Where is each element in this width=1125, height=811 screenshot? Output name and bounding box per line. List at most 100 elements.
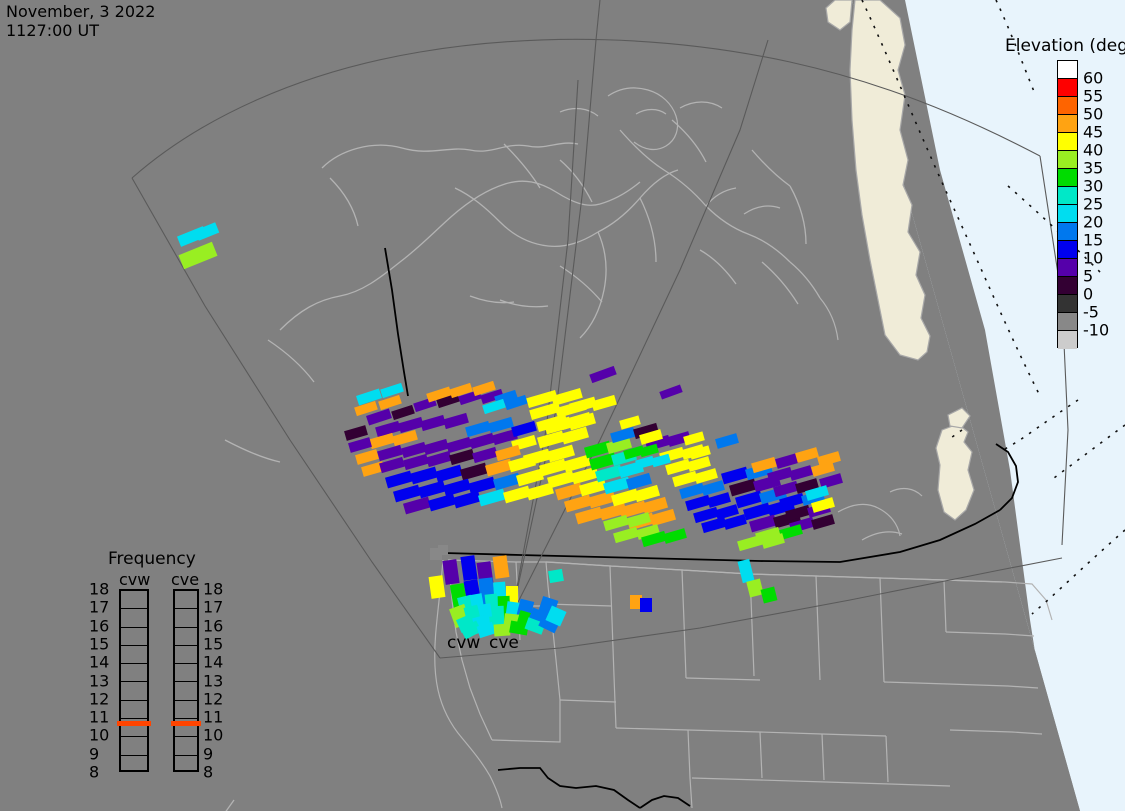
frequency-tick xyxy=(175,646,197,665)
radar-cell xyxy=(194,222,220,241)
colorbar-tick-label: 15 xyxy=(1083,230,1104,250)
frequency-label: 15 xyxy=(203,634,224,654)
frequency-tick xyxy=(175,591,197,610)
radar-cell xyxy=(795,447,819,463)
frequency-scale-cve[interactable] xyxy=(173,589,199,772)
radar-cell xyxy=(420,414,446,432)
frequency-label: 16 xyxy=(89,616,110,636)
frequency-tick xyxy=(121,682,147,701)
site-label-cve: cve xyxy=(489,633,519,653)
colorbar-tick-label: 45 xyxy=(1083,122,1104,142)
timestamp: November, 3 2022 1127:00 UT xyxy=(6,2,155,40)
frequency-tick xyxy=(175,719,197,738)
radar-cell xyxy=(460,555,478,581)
colorbar-swatch xyxy=(1058,61,1077,79)
frequency-tick xyxy=(121,646,147,665)
radar-cell xyxy=(548,568,564,584)
frequency-tick xyxy=(121,756,147,774)
frequency-label: 9 xyxy=(89,744,100,764)
radar-cell xyxy=(472,446,498,464)
frequency-label: 16 xyxy=(203,616,224,636)
frequency-tick xyxy=(175,628,197,646)
colorbar-swatch xyxy=(1058,115,1077,133)
radar-cell xyxy=(811,514,835,530)
elevation-colorbar xyxy=(1057,60,1078,349)
radar-cell xyxy=(384,470,414,489)
colorbar-swatch xyxy=(1058,295,1077,313)
frequency-tick xyxy=(121,591,147,610)
frequency-tick xyxy=(121,701,147,720)
radar-cell xyxy=(715,433,739,449)
frequency-label: 10 xyxy=(89,725,110,745)
colorbar-swatch xyxy=(1058,313,1077,331)
frequency-marker-cvw xyxy=(117,720,151,726)
colorbar-tick-label: 10 xyxy=(1083,248,1104,268)
frequency-tick xyxy=(175,737,197,756)
colorbar-tick-label: 0 xyxy=(1083,284,1094,304)
colorbar-tick-label: 5 xyxy=(1083,266,1094,286)
colorbar-swatch xyxy=(1058,187,1077,205)
colorbar-tick-label: 40 xyxy=(1083,140,1104,160)
frequency-label: 11 xyxy=(89,707,110,727)
radar-cell xyxy=(659,384,683,400)
colorbar-tick-label: 30 xyxy=(1083,176,1104,196)
frequency-label: 17 xyxy=(203,597,224,617)
radar-cell xyxy=(459,462,489,481)
radar-cell xyxy=(178,241,218,270)
frequency-label: 15 xyxy=(89,634,110,654)
colorbar-swatch xyxy=(1058,241,1077,259)
colorbar-swatch xyxy=(1058,331,1077,349)
radar-cell xyxy=(428,575,446,599)
radar-cell xyxy=(589,365,617,384)
colorbar-tick-label: 55 xyxy=(1083,86,1104,106)
frequency-label: 8 xyxy=(89,762,100,782)
frequency-tick xyxy=(175,609,197,628)
radar-cell xyxy=(640,598,652,612)
colorbar-swatch xyxy=(1058,277,1077,295)
frequency-label: 10 xyxy=(203,725,224,745)
radar-cell xyxy=(760,586,778,604)
radar-cell xyxy=(477,488,507,507)
timestamp-time: 1127:00 UT xyxy=(6,21,100,40)
colorbar-swatch xyxy=(1058,151,1077,169)
frequency-tick xyxy=(175,756,197,774)
frequency-label: 12 xyxy=(203,689,224,709)
frequency-scale-cvw[interactable] xyxy=(119,589,149,772)
radar-cell xyxy=(452,490,482,509)
colorbar-swatch xyxy=(1058,79,1077,97)
frequency-label: 14 xyxy=(89,652,110,672)
colorbar-tick-label: 50 xyxy=(1083,104,1104,124)
radar-cell xyxy=(427,493,457,512)
colorbar-swatch xyxy=(1058,133,1077,151)
radar-cell xyxy=(391,404,415,421)
colorbar-swatch xyxy=(1058,169,1077,187)
colorbar-tick-label: -5 xyxy=(1083,302,1099,322)
radar-cell xyxy=(789,465,813,481)
frequency-tick xyxy=(175,682,197,701)
colorbar-swatch xyxy=(1058,259,1077,277)
frequency-label: 11 xyxy=(203,707,224,727)
frequency-marker-cve xyxy=(171,720,201,726)
colorbar-tick-label: 20 xyxy=(1083,212,1104,232)
frequency-label: 12 xyxy=(89,689,110,709)
colorbar-tick-label: -10 xyxy=(1083,320,1110,340)
radar-cell xyxy=(409,466,439,485)
frequency-column-header: cvw xyxy=(119,570,151,589)
site-label-cvw: cvw xyxy=(447,633,481,653)
radar-cell xyxy=(630,595,642,609)
colorbar-tick-label: 35 xyxy=(1083,158,1104,178)
frequency-tick xyxy=(121,628,147,646)
frequency-tick xyxy=(121,737,147,756)
frequency-label: 8 xyxy=(203,762,214,782)
frequency-tick xyxy=(121,664,147,683)
frequency-tick xyxy=(121,719,147,738)
frequency-label: 18 xyxy=(203,579,224,599)
radar-cell xyxy=(663,528,687,544)
frequency-column-header: cve xyxy=(171,570,200,589)
radar-cell xyxy=(438,545,448,555)
radar-cell xyxy=(591,394,617,412)
frequency-tick xyxy=(175,664,197,683)
